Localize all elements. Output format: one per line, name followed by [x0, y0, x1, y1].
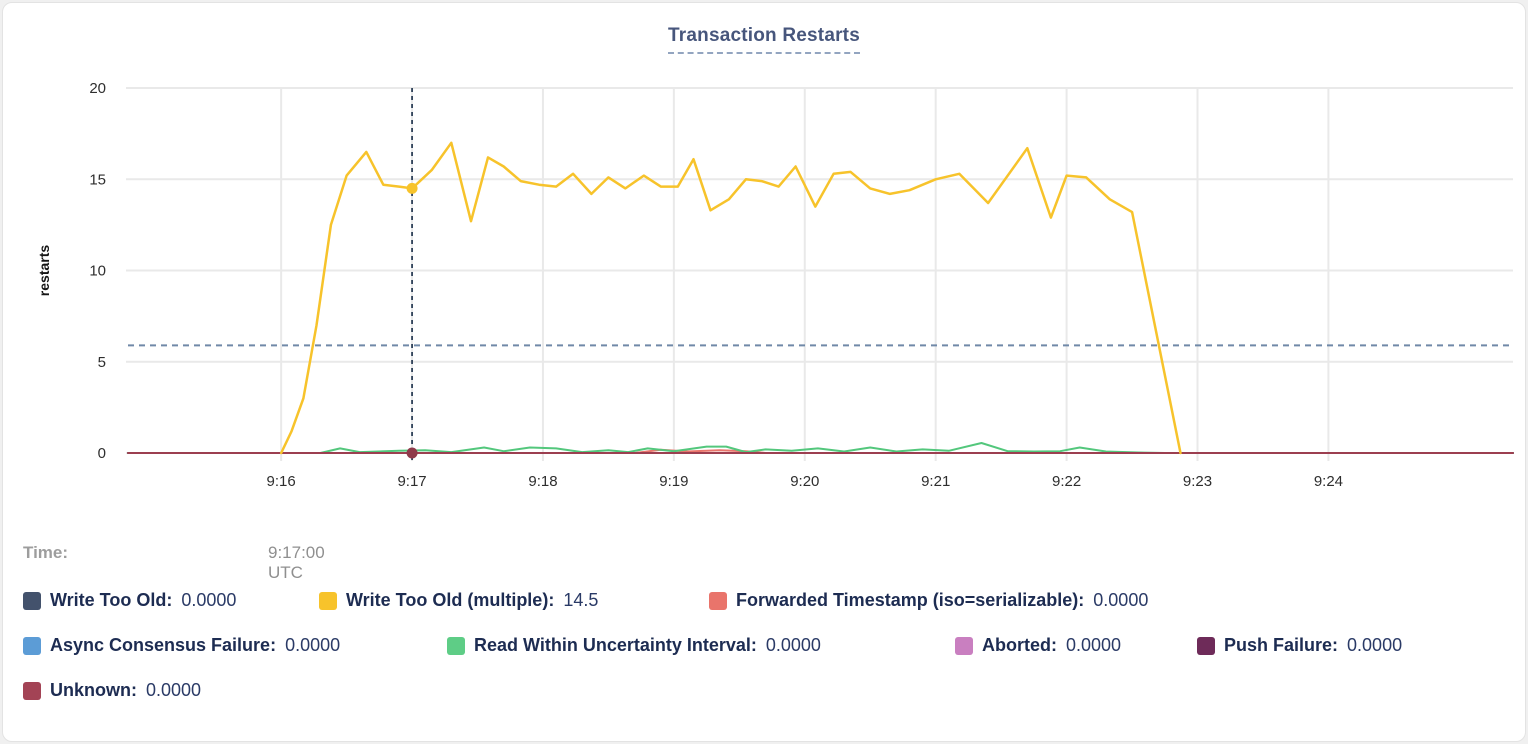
transaction-restarts-chart[interactable]: 0 5 10 15 20 9:16 9:17 9:18 9:19 9:20 9:21 9:22 9:23… — [23, 61, 1515, 513]
y-tick-label: 0 — [98, 445, 106, 462]
legend-value: 0.0000 — [181, 590, 237, 610]
legend-label: Forwarded Timestamp (iso=serializable): — [736, 590, 1085, 610]
legend-swatch — [23, 636, 41, 655]
legend-swatch — [955, 636, 973, 655]
legend-label: Aborted: — [982, 635, 1057, 655]
legend-value: 0.0000 — [1093, 590, 1149, 610]
legend-value: 0.0000 — [146, 680, 202, 700]
x-tick-label: 9:23 — [1183, 473, 1212, 490]
legend-item-write-too-old-multiple[interactable]: Write Too Old (multiple): 14.5 — [319, 590, 598, 611]
legend-value: 0.0000 — [765, 635, 821, 655]
chart-legend: Write Too Old: 0.0000 Write Too Old (multi… — [23, 590, 1505, 730]
y-tick-label: 15 — [89, 171, 106, 188]
legend-item-write-too-old[interactable]: Write Too Old: 0.0000 — [23, 590, 236, 611]
y-axis-title: restarts — [36, 245, 52, 297]
legend-value: 0.0000 — [285, 635, 341, 655]
legend-row: Write Too Old: 0.0000 Write Too Old (multi… — [23, 590, 1505, 616]
legend-label: Push Failure: — [1224, 635, 1339, 655]
x-tick-label: 9:19 — [659, 473, 688, 490]
legend-row: Async Consensus Failure: 0.0000 Read Withi… — [23, 635, 1505, 661]
legend-value: 0.0000 — [1347, 635, 1403, 655]
x-tick-label: 9:24 — [1314, 473, 1343, 490]
hover-time-label: Time: — [23, 543, 69, 562]
legend-swatch — [709, 591, 727, 610]
x-tick-label: 9:22 — [1052, 473, 1081, 490]
legend-label: Async Consensus Failure: — [50, 635, 277, 655]
y-tick-label: 10 — [89, 263, 106, 280]
legend-item-forwarded-timestamp-iso-serializable[interactable]: Forwarded Timestamp (iso=serializable): 0… — [709, 590, 1148, 611]
legend-item-aborted[interactable]: Aborted: 0.0000 — [955, 635, 1121, 656]
legend-swatch — [447, 636, 465, 655]
x-tick-label: 9:18 — [528, 473, 557, 490]
chart-header: Transaction Restarts — [3, 25, 1525, 54]
x-tick-label: 9:16 — [267, 473, 296, 490]
legend-label: Write Too Old (multiple): — [346, 590, 555, 610]
chart-area: 0 5 10 15 20 9:16 9:17 9:18 9:19 9:20 9:21 9:22 9:23… — [23, 61, 1515, 513]
legend-item-push-failure[interactable]: Push Failure: 0.0000 — [1197, 635, 1402, 656]
series-line-read-within-uncertainty-interval — [127, 442, 1514, 454]
series-line-write-too-old-multiple — [279, 141, 1182, 455]
y-tick-label: 5 — [98, 354, 106, 371]
y-tick-label: 20 — [89, 80, 106, 97]
legend-swatch — [319, 591, 337, 610]
hover-point-unknown — [406, 447, 418, 459]
x-tick-label: 9:17 — [397, 473, 426, 490]
legend-row: Unknown: 0.0000 — [23, 680, 1505, 706]
legend-value: 0.0000 — [1066, 635, 1122, 655]
legend-swatch — [23, 591, 41, 610]
chart-title[interactable]: Transaction Restarts — [668, 25, 860, 54]
legend-swatch — [23, 681, 41, 700]
legend-item-read-within-uncertainty-interval[interactable]: Read Within Uncertainty Interval: 0.0000 — [447, 635, 821, 656]
hover-point-write-too-old-multiple — [406, 182, 418, 194]
legend-item-async-consensus-failure[interactable]: Async Consensus Failure: 0.0000 — [23, 635, 340, 656]
legend-swatch — [1197, 636, 1215, 655]
legend-value: 14.5 — [563, 590, 599, 610]
x-tick-label: 9:21 — [921, 473, 950, 490]
legend-label: Unknown: — [50, 680, 137, 700]
legend-label: Write Too Old: — [50, 590, 173, 610]
x-tick-label: 9:20 — [790, 473, 819, 490]
legend-item-unknown[interactable]: Unknown: 0.0000 — [23, 680, 201, 701]
legend-label: Read Within Uncertainty Interval: — [474, 635, 757, 655]
hover-time-value: 9:17:00 UTC — [268, 543, 325, 582]
